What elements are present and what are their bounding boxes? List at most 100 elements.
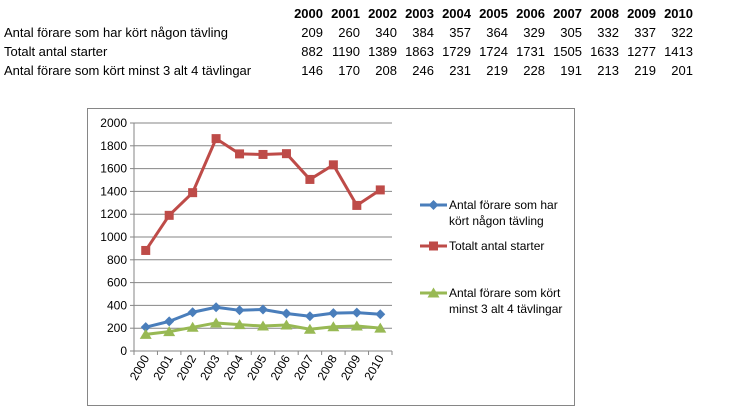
table-cell: 305	[560, 25, 582, 40]
data-point	[258, 304, 268, 315]
data-point	[211, 302, 222, 313]
y-tick-label: 2000	[100, 116, 127, 130]
data-point	[258, 149, 268, 159]
year-header-2005: 2005	[479, 6, 508, 21]
year-header-2001: 2001	[331, 6, 360, 21]
legend-marker	[428, 200, 439, 210]
legend-label: kört någon tävling	[449, 214, 544, 228]
data-point	[375, 309, 386, 320]
table-cell: 213	[597, 63, 619, 78]
data-point	[327, 321, 340, 332]
year-header-2007: 2007	[553, 6, 582, 21]
legend: Antal förare som har kört någon tävling To…	[420, 198, 562, 316]
table-cell: 1413	[664, 44, 693, 59]
legend-label: Antal förare som kört	[449, 286, 561, 300]
table-cell: 246	[412, 63, 434, 78]
table-cell: 209	[301, 25, 323, 40]
data-point	[374, 322, 387, 333]
legend-item-drivers-any-race: Antal förare som har kört någon tävling	[420, 198, 558, 228]
row-label: Totalt antal starter	[4, 44, 108, 59]
data-point	[187, 307, 198, 318]
data-point	[163, 326, 176, 337]
row-label: Antal förare som kört minst 3 alt 4 tävl…	[4, 63, 252, 78]
data-point	[140, 322, 151, 333]
y-axis-ticks: 0 200 400 600 800 1000 1200 1400 1600 1800 2000	[100, 116, 134, 358]
row-label: Antal förare som har kört någon tävling	[4, 25, 229, 40]
table-cell: 1863	[405, 44, 434, 59]
table-corner-cell	[4, 4, 286, 23]
y-tick-label: 1000	[100, 230, 127, 244]
table-row: Antal förare som har kört någon tävling 2…	[4, 23, 693, 42]
y-tick-label: 0	[120, 344, 127, 358]
data-point	[188, 188, 198, 198]
series-drivers-any-race	[140, 302, 386, 333]
data-point	[303, 323, 316, 334]
table-cell: 201	[671, 63, 693, 78]
table-cell: 1731	[516, 44, 545, 59]
table-cell: 337	[634, 25, 656, 40]
data-point	[257, 320, 269, 331]
legend-label: Totalt antal starter	[449, 239, 544, 253]
data-point	[234, 305, 245, 316]
series-total-starts	[141, 134, 385, 255]
data-point	[352, 200, 362, 210]
data-table: 2000 2001 2002 2003 2004 2005 2006 2007 2008 2009…	[4, 4, 693, 80]
y-tick-label: 600	[107, 276, 127, 290]
table-cell: 228	[523, 63, 545, 78]
table-cell: 364	[486, 25, 508, 40]
table-cell: 322	[671, 25, 693, 40]
legend-marker	[429, 241, 438, 251]
data-point	[164, 316, 175, 327]
data-point	[375, 185, 385, 195]
legend-label: Antal förare som har	[449, 198, 558, 212]
table-row: Antal förare som kört minst 3 alt 4 tävl…	[4, 61, 693, 80]
table-cell: 882	[301, 44, 323, 59]
data-point	[211, 134, 221, 144]
table-cell: 1190	[332, 44, 360, 59]
table-header-row: 2000 2001 2002 2003 2004 2005 2006 2007 2008 2009…	[4, 4, 693, 23]
legend-label: minst 3 alt 4 tävlingar	[449, 302, 562, 316]
data-point	[281, 308, 292, 319]
chart-border	[87, 108, 575, 406]
data-point	[233, 319, 246, 330]
table-cell: 1729	[442, 44, 471, 59]
data-point	[304, 311, 315, 322]
year-header-2009: 2009	[627, 6, 656, 21]
y-tick-label: 1800	[100, 139, 127, 153]
data-point	[186, 321, 199, 332]
table-cell: 260	[338, 25, 360, 40]
data-point	[139, 328, 152, 339]
data-point	[281, 149, 291, 159]
year-header-2003: 2003	[405, 6, 434, 21]
y-tick-label: 1200	[100, 207, 127, 221]
year-header-2004: 2004	[442, 6, 471, 21]
table-cell: 231	[449, 63, 471, 78]
data-point	[328, 160, 338, 170]
legend-item-total-starts: Totalt antal starter	[420, 239, 544, 253]
data-point	[351, 307, 362, 318]
y-tick-label: 1600	[100, 162, 127, 176]
table-cell: 1724	[479, 44, 508, 59]
table-cell: 384	[412, 25, 434, 40]
table-cell: 1277	[627, 44, 656, 59]
table-cell: 170	[338, 63, 360, 78]
data-point	[210, 317, 223, 328]
line-chart: 0 200 400 600 800 1000 1200 1400 1600 1800 2000 20…	[87, 108, 575, 406]
table-cell: 191	[560, 63, 582, 78]
year-header-2002: 2002	[368, 6, 397, 21]
data-point	[235, 149, 245, 159]
table-cell: 208	[375, 63, 397, 78]
table-cell: 1505	[553, 44, 582, 59]
series-group	[139, 134, 387, 339]
table-cell: 329	[523, 25, 545, 40]
data-point	[305, 174, 315, 184]
table-row: Totalt antal starter 882 1190 1389 1863 1729 1…	[4, 42, 693, 61]
data-point	[164, 210, 174, 220]
data-point	[328, 308, 339, 319]
legend-item-drivers-3-4-races: Antal förare som kört minst 3 alt 4 tävli…	[420, 286, 562, 316]
data-point	[280, 319, 293, 330]
year-header-2008: 2008	[590, 6, 619, 21]
data-point	[350, 320, 363, 331]
table-cell: 219	[486, 63, 508, 78]
table-cell: 1389	[368, 44, 397, 59]
